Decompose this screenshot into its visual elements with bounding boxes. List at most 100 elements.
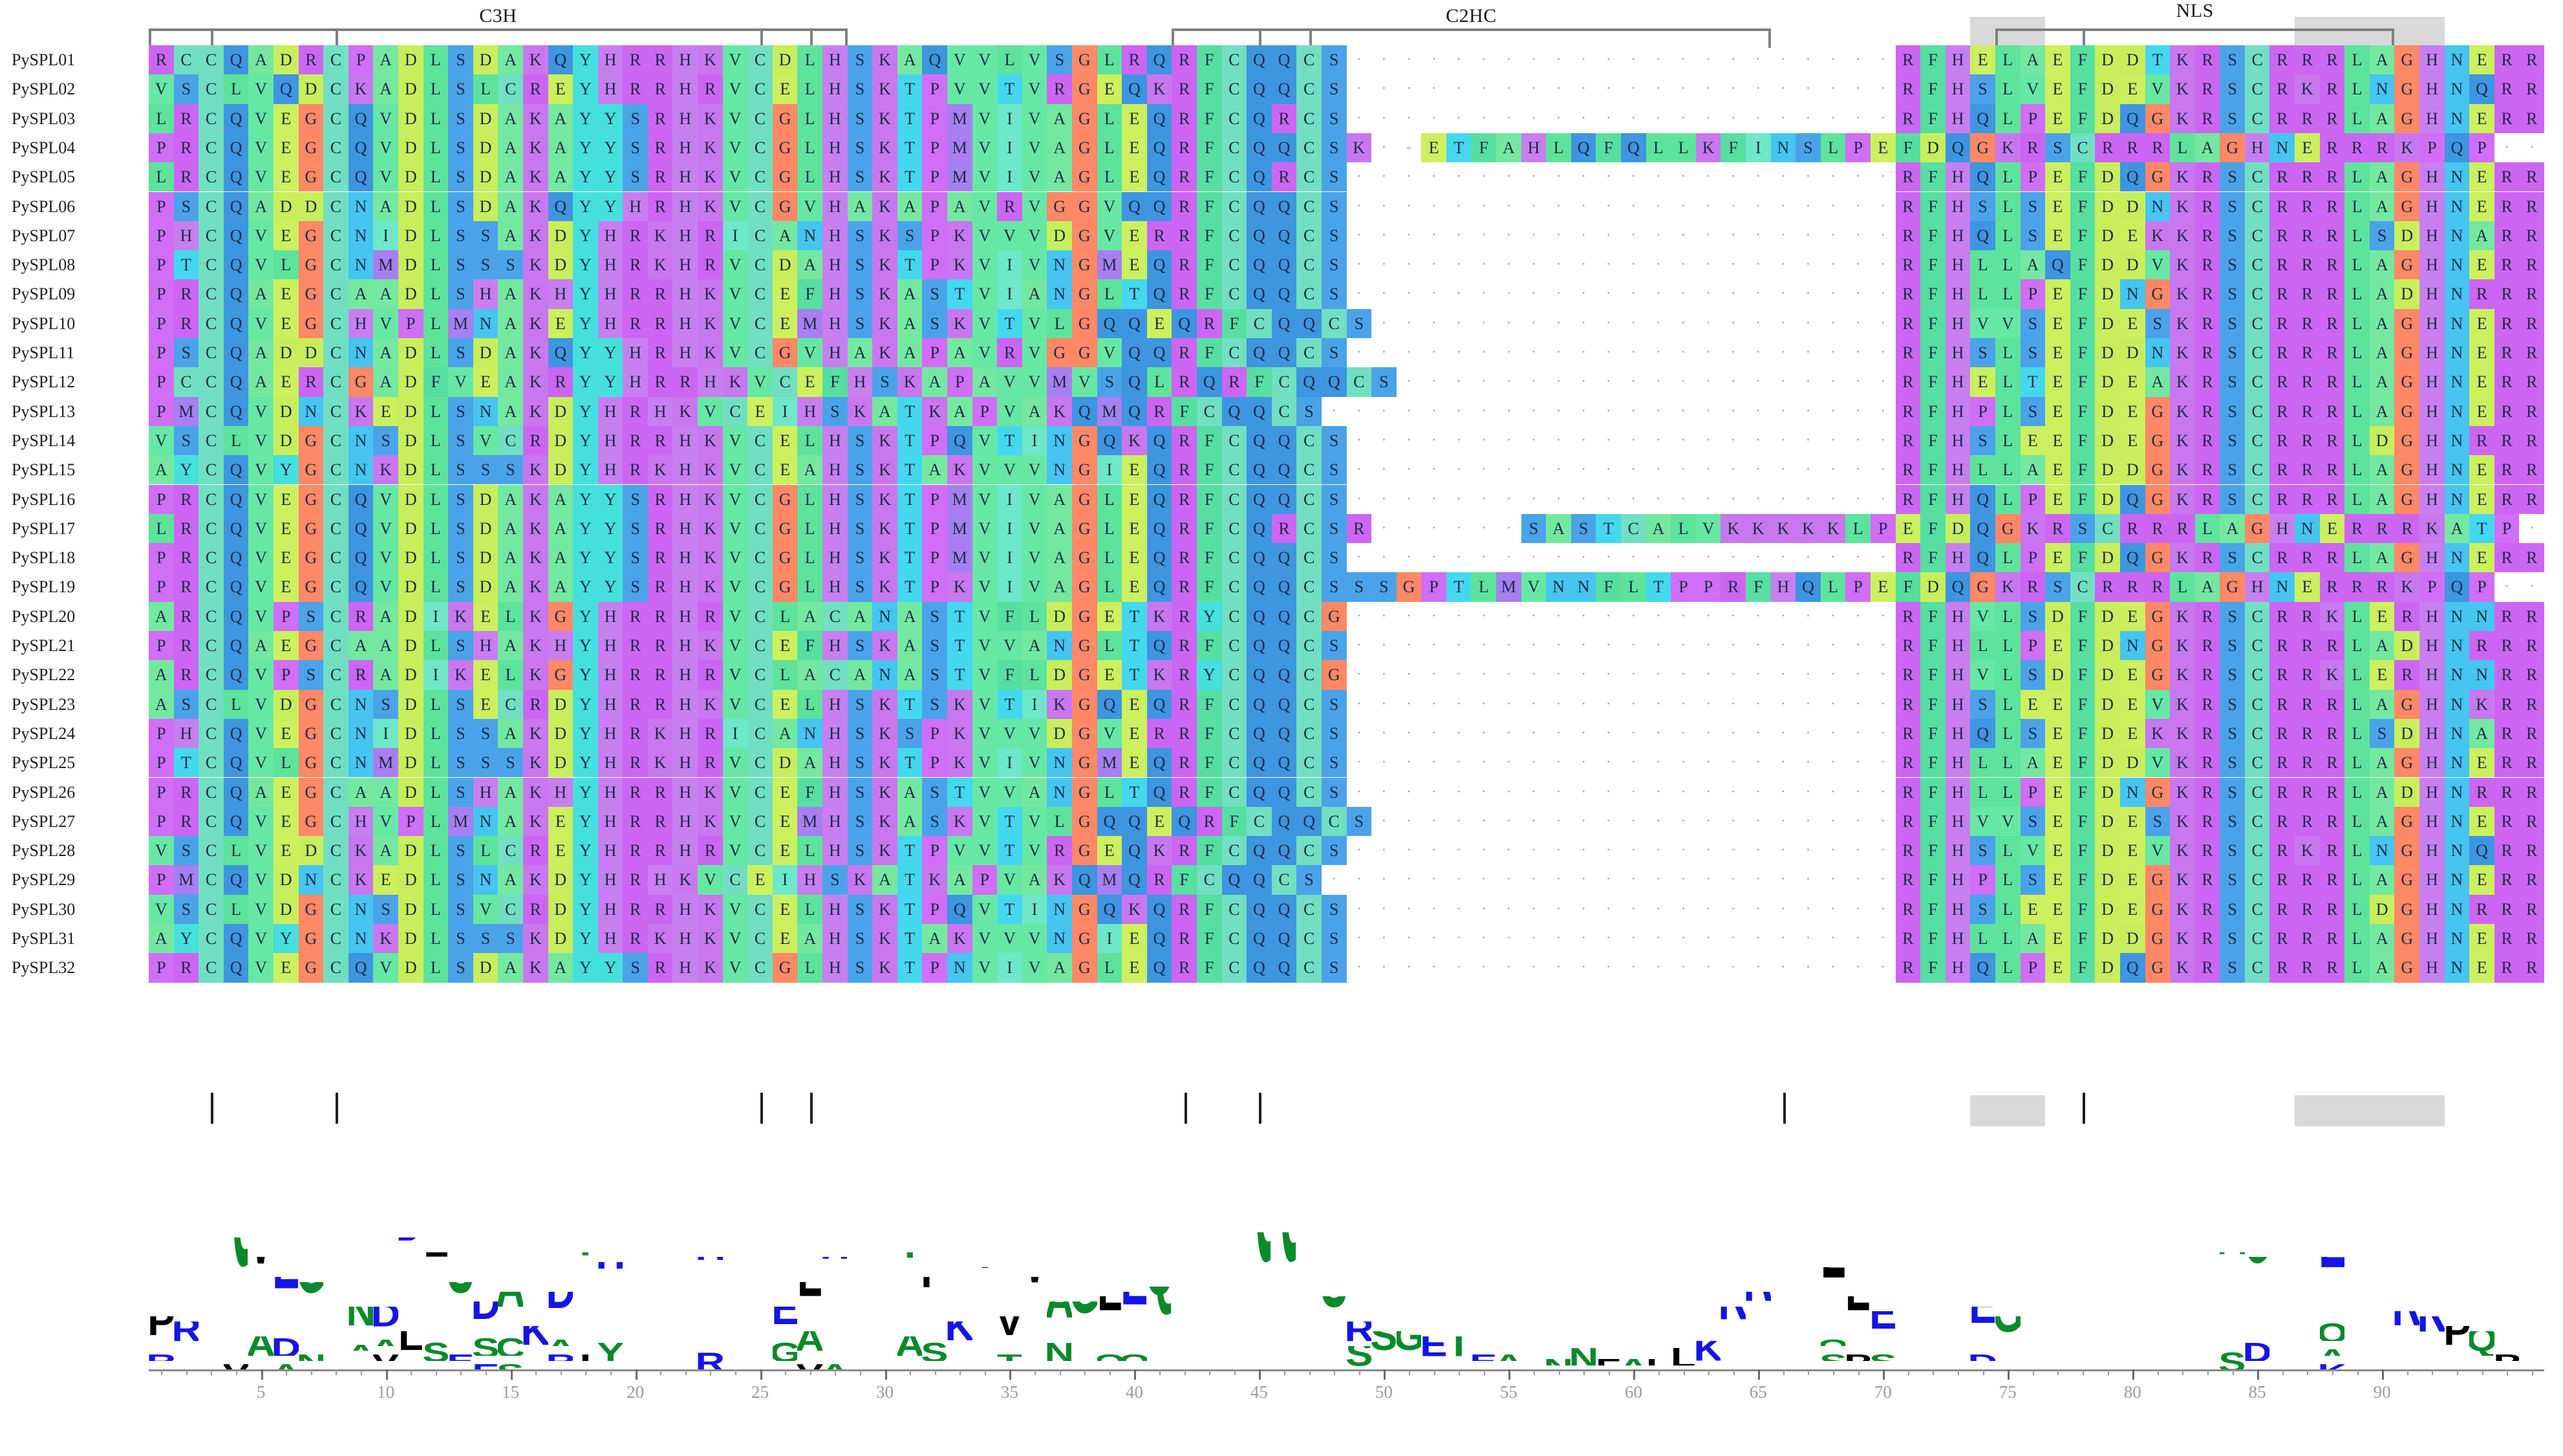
residue-cell: V xyxy=(972,748,998,778)
residue-cell: P xyxy=(1845,133,1871,163)
alignment-row[interactable]: PySPL32 P R C Q V E G C Q V D L S D A K A Y Y S R H K V C G L H S K T P N… xyxy=(0,953,2563,983)
alignment-row[interactable]: PySPL13 P M C Q V D N C K E D L S N A K D Y H R H K V C E I H S K A T K A… xyxy=(0,396,2563,426)
residue-cell: A xyxy=(772,718,798,749)
residue-cell: G xyxy=(1071,660,1097,690)
residue-cell: C xyxy=(747,953,773,983)
gap-cell: · xyxy=(1755,80,1761,98)
axis-tick-label: 70 xyxy=(1874,1382,1892,1402)
residue-cell: A xyxy=(1047,133,1072,163)
residue-cell: R xyxy=(1172,924,1197,954)
residue-cell: E xyxy=(1421,133,1446,163)
alignment-row[interactable]: PySPL19 P R C Q V E G C Q V D L S D A K A Y Y S R H K V C G L H S K T P K… xyxy=(0,572,2563,602)
residue-cell: E xyxy=(772,425,798,456)
residue-cell: H xyxy=(2419,601,2445,631)
alignment-row[interactable]: PySPL06 P S C Q A D D C N A D L S D A K Q Y Y H R H K V C G V H A K A P A… xyxy=(0,191,2563,221)
alignment-row[interactable]: PySPL16 P R C Q V E G C Q V D L S D A K A Y Y S R H K V C G L H S K T P M… xyxy=(0,484,2563,514)
alignment-row[interactable]: PySPL24 P H C Q V E G C N I D L S S A K D Y H R K H R I C A N H S K S P K… xyxy=(0,718,2563,749)
residue-cell: Q xyxy=(1271,953,1297,983)
residue-cell: D xyxy=(398,191,424,221)
alignment-row[interactable]: PySPL07 P H C Q V E G C N I D L S S A K D Y H R K H R I C A N H S K S P K… xyxy=(0,220,2563,251)
residue-cell: S xyxy=(1321,338,1347,368)
gap-cell: · xyxy=(1730,373,1736,391)
logo-column: SG xyxy=(1371,1331,1397,1371)
residue-cell: F xyxy=(2070,425,2096,456)
gap-cell: · xyxy=(1381,226,1387,244)
residue-cell: N xyxy=(348,689,374,719)
alignment-row[interactable]: PySPL28 V S C L V E D C K A D L S L C R E Y H R R H R V C E L H S K T P V… xyxy=(0,836,2563,866)
alignment-row[interactable]: PySPL18 P R C Q V E G C Q V D L S D A K A Y Y S R H K V C G L H S K T P M… xyxy=(0,543,2563,573)
axis-minor-tick xyxy=(1433,1369,1435,1375)
residue-cell: Q xyxy=(1296,308,1322,338)
axis-minor-tick xyxy=(2182,1369,2184,1375)
gap-cell: · xyxy=(1605,431,1611,449)
residue-cell: R xyxy=(1146,718,1172,749)
gap-cell: · xyxy=(1581,431,1587,449)
residue-cell: C xyxy=(198,74,224,104)
residue-cell: L xyxy=(2344,338,2370,368)
alignment-row[interactable]: PySPL20 A R C Q V P S C R A D I K E L K G Y H R R H R V C L A C A N A S T… xyxy=(0,601,2563,631)
alignment-row[interactable]: PySPL14 V S C L V D G C N S D L S V C R D Y H R R H K V C E L H S K T P Q… xyxy=(0,425,2563,456)
residue-cell: N xyxy=(2444,924,2470,954)
gap-cell: · xyxy=(1406,256,1411,273)
residue-cell: G xyxy=(2145,484,2171,514)
alignment-row[interactable]: PySPL23 A S C L V D G C N S D L S E C R D Y H R R H K V C E L H S K T S K… xyxy=(0,689,2563,719)
residue-cell: K xyxy=(698,279,723,309)
residue-cell: C xyxy=(198,250,224,280)
alignment-row[interactable]: PySPL26 P R C Q A E G C A A D L S H A K H Y H R R H K V C E F H S K A S T… xyxy=(0,777,2563,807)
axis-minor-tick xyxy=(1558,1369,1560,1375)
residue-cell: R xyxy=(1895,103,1921,133)
residue-cell: A xyxy=(2220,513,2245,544)
gap-cell: · xyxy=(1581,51,1587,68)
residue-cell: C xyxy=(747,455,773,485)
residue-cell: S xyxy=(847,220,873,251)
logo-letter: E xyxy=(772,1306,798,1335)
alignment-row[interactable]: PySPL01 R C C Q A D R C P A D L S D A K Q Y H R R H K V C D L H S K A Q V… xyxy=(0,45,2563,75)
residue-cell: R xyxy=(647,953,673,983)
alignment-row[interactable]: PySPL12 P C C Q A E R C G A D F V E A K R Y Y H R R H K V C E F H S K A P… xyxy=(0,367,2563,397)
gap-cell: · xyxy=(1356,256,1362,273)
alignment-row[interactable]: PySPL10 P R C Q V E G C H V P L M N A K E Y H R R H K V C E M H S K A S K… xyxy=(0,308,2563,338)
residue-cell: E xyxy=(1870,572,1896,602)
alignment-row[interactable]: PySPL03 L R C Q V E G C Q V D L S D A K A Y Y S R H K V C G L H S K T P M… xyxy=(0,103,2563,133)
logo-letter: S xyxy=(423,1341,449,1361)
alignment-row[interactable]: PySPL09 P R C Q A E G C A A D L S H A K H Y H R R H K V C E F H S K A S T… xyxy=(0,279,2563,309)
alignment-row[interactable]: PySPL31 A Y C Q V Y G C N K D L S S S K D Y H R K H K V C E A H S K T A K… xyxy=(0,924,2563,954)
residue-cell: C xyxy=(1346,367,1372,397)
residue-cell: V xyxy=(1022,103,1047,133)
alignment-row[interactable]: PySPL08 P T C Q V L G C N M D L S S S K D Y H R K H R V C D A H S K T P K… xyxy=(0,250,2563,280)
gap-cell: · xyxy=(1381,80,1387,98)
gap-cell: · xyxy=(1581,314,1587,332)
residue-cell: R xyxy=(1895,865,1921,895)
alignment-row[interactable]: PySPL29 P M C Q V D N C K E D L S N A K D Y H R H K V C E I H S K A T K A… xyxy=(0,865,2563,895)
residue-cell: F xyxy=(2070,191,2096,221)
alignment-row[interactable]: PySPL17 L R C Q V E G C Q V D L S D A K A Y Y S R H K V C G L H S K T P M… xyxy=(0,513,2563,544)
residue-cell: R xyxy=(1895,953,1921,983)
residue-cell: Q xyxy=(1122,836,1147,866)
residue-cell: R xyxy=(2269,865,2295,895)
residue-cell: Q xyxy=(1945,572,1971,602)
alignment-row[interactable]: PySPL02 V S C L V Q D C K A D L S L C R E Y H R R H R V C E L H S K T P V… xyxy=(0,74,2563,104)
residue-cell: K xyxy=(698,191,723,221)
alignment-row[interactable]: PySPL11 P S C Q A D D C N A D L S D A K Q Y Y H R H K V C G V H A K A P A… xyxy=(0,338,2563,368)
alignment-row[interactable]: PySPL25 P T C Q V L G C N M D L S S S K D Y H R K H R V C D A H S K T P K… xyxy=(0,748,2563,778)
residue-cell: P xyxy=(2020,162,2046,192)
residue-cell: R xyxy=(2319,103,2345,133)
alignment-row[interactable]: PySPL21 P R C Q A E G C A A D L S H A K H Y H R R H K V C E F H S K A S T… xyxy=(0,631,2563,661)
gap-cell: · xyxy=(1481,168,1486,186)
residue-cell: R xyxy=(2519,220,2544,251)
residue-cell: R xyxy=(647,572,673,602)
residue-cell: N xyxy=(2444,425,2470,456)
alignment-row[interactable]: PySPL04 P R C Q V E G C Q V D L S D A K A Y Y S R H K V C G L H S K T P M… xyxy=(0,133,2563,163)
alignment-row[interactable]: PySPL27 P R C Q V E G C H V P L M N A K E Y H R R H K V C E M H S K A S K… xyxy=(0,806,2563,837)
alignment-row[interactable]: PySPL30 V S C L V D G C N S D L S V C R D Y H R R H K V C E L H S K T P Q… xyxy=(0,894,2563,924)
alignment-row[interactable]: PySPL05 L R C Q V E G C Q V D L S D A K A Y Y S R H K V C G L H S K T P M… xyxy=(0,162,2563,192)
alignment-row[interactable]: PySPL15 A Y C Q V Y G C N K D L S S S K D Y H R K H K V C E A H S K T A K… xyxy=(0,455,2563,485)
residue-cell: N xyxy=(1546,572,1571,602)
alignment-row[interactable]: PySPL22 A R C Q V P S C R A D I K E L K G Y H R R H R V C L A C A N A S T… xyxy=(0,660,2563,690)
residue-cell: I xyxy=(1022,894,1047,924)
axis-major-tick xyxy=(1508,1369,1511,1380)
residue-cell: S xyxy=(2220,425,2245,456)
residue-cell: C xyxy=(2244,308,2270,338)
residue-cell: H xyxy=(822,572,848,602)
